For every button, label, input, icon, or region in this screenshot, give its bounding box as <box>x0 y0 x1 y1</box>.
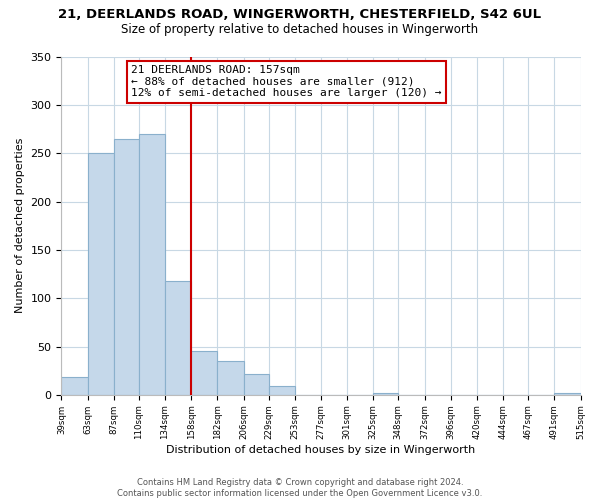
Y-axis label: Number of detached properties: Number of detached properties <box>15 138 25 314</box>
Text: Size of property relative to detached houses in Wingerworth: Size of property relative to detached ho… <box>121 22 479 36</box>
Bar <box>165 281 191 395</box>
Bar <box>217 361 244 395</box>
Bar <box>554 393 581 395</box>
Text: Contains HM Land Registry data © Crown copyright and database right 2024.
Contai: Contains HM Land Registry data © Crown c… <box>118 478 482 498</box>
Bar <box>373 393 398 395</box>
Bar <box>88 153 114 395</box>
X-axis label: Distribution of detached houses by size in Wingerworth: Distribution of detached houses by size … <box>166 445 476 455</box>
Bar <box>269 386 295 395</box>
Bar <box>191 352 217 395</box>
Bar <box>244 374 269 395</box>
Bar <box>114 138 139 395</box>
Bar <box>61 378 88 395</box>
Text: 21, DEERLANDS ROAD, WINGERWORTH, CHESTERFIELD, S42 6UL: 21, DEERLANDS ROAD, WINGERWORTH, CHESTER… <box>58 8 542 20</box>
Bar <box>139 134 165 395</box>
Text: 21 DEERLANDS ROAD: 157sqm
← 88% of detached houses are smaller (912)
12% of semi: 21 DEERLANDS ROAD: 157sqm ← 88% of detac… <box>131 65 442 98</box>
